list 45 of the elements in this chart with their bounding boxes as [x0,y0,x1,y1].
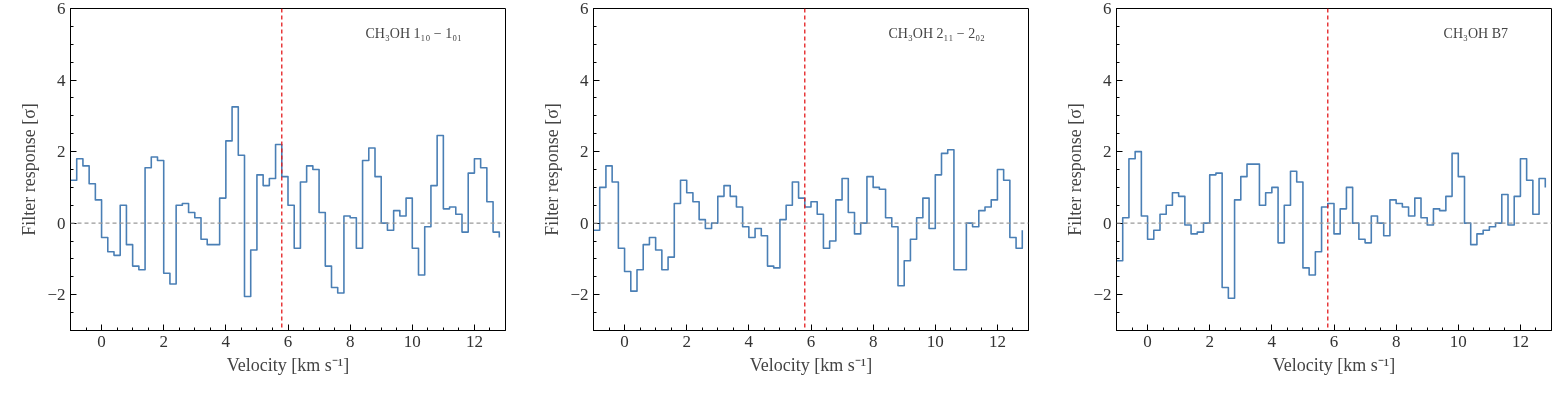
y-tick-label: 4 [580,70,589,90]
x-tick-label: 12 [1511,331,1529,351]
y-tick-label: 0 [580,213,589,233]
y-tick-label: −2 [570,285,589,305]
y-tick-label: 0 [1103,213,1112,233]
x-tick-label: 4 [221,331,231,351]
y-tick-label: 4 [1103,70,1112,90]
x-tick-label: 12 [465,331,483,351]
x-tick-label: 0 [620,331,629,351]
x-axis-title: Velocity [km s⁻¹] [1272,354,1396,375]
y-tick-label: 6 [1103,0,1112,18]
y-tick-label: 4 [57,70,66,90]
x-tick-label: 2 [682,331,691,351]
x-tick-label: 6 [806,331,816,351]
annotation: CH₃OH 1₁₀ − 1₀₁ [365,25,462,41]
x-axis-title: Velocity [km s⁻¹] [749,354,873,375]
x-tick-label: 12 [988,331,1006,351]
x-tick-label: 8 [1391,331,1401,351]
x-tick-label: 0 [97,331,106,351]
annotation: CH₃OH B7 [1443,25,1508,41]
x-tick-label: 4 [1267,331,1277,351]
y-tick-label: −2 [47,285,66,305]
y-axis-title: Filter response [σ] [1065,103,1086,236]
y-tick-label: 2 [580,142,589,162]
y-tick-label: 0 [57,213,66,233]
x-tick-label: 2 [1205,331,1214,351]
y-tick-label: 2 [1103,142,1112,162]
x-axis-title: Velocity [km s⁻¹] [226,354,350,375]
x-tick-label: 8 [345,331,355,351]
annotation: CH₃OH 2₁₁ − 2₀₂ [888,25,986,41]
y-axis-title: Filter response [σ] [19,103,40,236]
y-tick-label: 2 [57,142,66,162]
x-tick-label: 2 [159,331,168,351]
x-tick-label: 10 [403,331,421,351]
y-axis-title: Filter response [σ] [542,103,563,236]
x-tick-label: 8 [868,331,878,351]
x-tick-label: 6 [283,331,293,351]
y-tick-label: 6 [57,0,66,18]
x-tick-label: 0 [1143,331,1152,351]
y-tick-label: −2 [1093,285,1112,305]
x-tick-label: 10 [926,331,944,351]
x-tick-label: 10 [1449,331,1467,351]
x-tick-label: 6 [1329,331,1339,351]
y-tick-label: 6 [580,0,589,18]
x-tick-label: 4 [744,331,754,351]
